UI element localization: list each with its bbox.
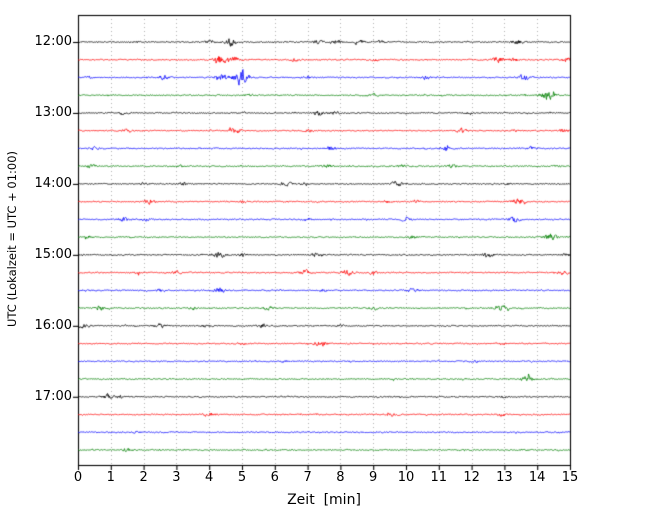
x-tick-label: 4: [205, 470, 214, 485]
x-tick-label: 7: [303, 470, 312, 485]
x-tick-label: 9: [369, 470, 378, 485]
y-tick-label: 12:00: [34, 34, 72, 49]
y-tick-label: 15:00: [34, 246, 72, 262]
y-tick-label: 14:00: [34, 175, 72, 191]
x-tick-label: 10: [397, 470, 415, 485]
x-tick-label: 8: [336, 470, 345, 485]
x-tick-label: 3: [172, 470, 181, 485]
y-axis-label: UTC (Lokalzeit = UTC + 01:00): [5, 151, 19, 328]
x-axis-label: Zeit [min]: [287, 492, 361, 508]
x-tick-label: 1: [106, 470, 115, 485]
x-tick-label: 15: [561, 470, 579, 485]
x-tick-label: 14: [528, 470, 546, 485]
x-tick-label: 6: [270, 470, 279, 485]
x-tick-label: 2: [139, 470, 148, 485]
x-tick-label: 11: [430, 470, 448, 485]
y-tick-label: 13:00: [34, 104, 72, 120]
x-tick-label: 13: [496, 470, 513, 485]
y-tick-label: 16:00: [34, 317, 72, 333]
x-tick-label: 5: [237, 470, 247, 485]
y-tick-label: 17:00: [34, 388, 72, 404]
x-tick-label: 12: [463, 470, 480, 485]
x-tick-label: 0: [73, 470, 83, 485]
